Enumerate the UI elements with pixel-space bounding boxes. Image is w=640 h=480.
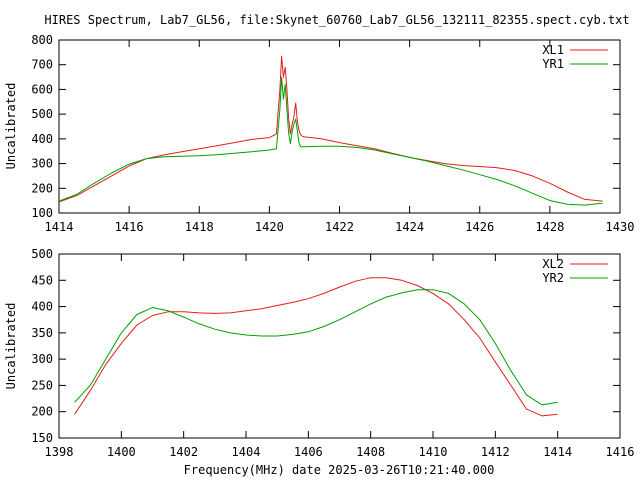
x-tick-label: 1430: [606, 220, 635, 234]
legend-label-yr2: YR2: [542, 271, 564, 285]
y-axis-ticks-top: 100 200 300 400 500 600 700 800: [31, 33, 620, 220]
x-tick-label: 1404: [232, 445, 261, 459]
series-line-yr1: [58, 76, 603, 206]
x-tick-label: 1402: [169, 445, 198, 459]
x-tick-label: 1400: [107, 445, 136, 459]
y-tick-label: 200: [31, 405, 53, 419]
x-tick-label: 1406: [294, 445, 323, 459]
x-tick-label: 1416: [115, 220, 144, 234]
series-line-yr2: [74, 289, 558, 406]
y-tick-label: 400: [31, 132, 53, 146]
panel-top: 100 200 300 400 500 600 700 800 1414 1416 1418 142…: [4, 33, 634, 234]
y-axis-ticks-bottom: 150 200 250 300 350 400 450 500: [31, 247, 620, 445]
x-tick-label: 1424: [395, 220, 424, 234]
panel-bottom: 150 200 250 300 350 400 450 500 1398 1400 1402 140…: [4, 247, 634, 477]
x-tick-label: 1412: [481, 445, 510, 459]
legend-label-xl2: XL2: [542, 257, 564, 271]
x-tick-label: 1418: [185, 220, 214, 234]
y-tick-label: 300: [31, 352, 53, 366]
y-tick-label: 450: [31, 273, 53, 287]
y-tick-label: 100: [31, 206, 53, 220]
series-line-xl1: [58, 55, 603, 203]
x-tick-label: 1410: [419, 445, 448, 459]
x-tick-label: 1398: [45, 445, 74, 459]
y-axis-label-bottom: Uncalibrated: [4, 303, 18, 390]
x-axis-ticks-bottom: 1398 1400 1402 1404 1406 1408 1410 1412 1414 1416: [45, 254, 635, 459]
y-tick-label: 700: [31, 58, 53, 72]
x-tick-label: 1426: [465, 220, 494, 234]
series-group-top: [58, 55, 603, 206]
y-tick-label: 250: [31, 378, 53, 392]
y-axis-label-top: Uncalibrated: [4, 83, 18, 170]
y-tick-label: 500: [31, 247, 53, 261]
x-tick-label: 1428: [535, 220, 564, 234]
plot-frame-top: [58, 39, 621, 214]
y-tick-label: 150: [31, 431, 53, 445]
chart-title: HIRES Spectrum, Lab7_GL56, file:Skynet_6…: [44, 13, 629, 27]
x-axis-label-bottom: Frequency(MHz) date 2025-03-26T10:21:40.…: [184, 463, 495, 477]
x-tick-label: 1408: [356, 445, 385, 459]
plot-frame-bottom: [58, 253, 621, 439]
y-tick-label: 300: [31, 157, 53, 171]
x-tick-label: 1414: [543, 445, 572, 459]
y-tick-label: 600: [31, 82, 53, 96]
x-axis-ticks-top: 1414 1416 1418 1420 1422 1424 1426 1428 1430: [45, 40, 635, 234]
x-tick-label: 1416: [606, 445, 635, 459]
legend-label-xl1: XL1: [542, 43, 564, 57]
legend-label-yr1: YR1: [542, 57, 564, 71]
y-tick-label: 800: [31, 33, 53, 47]
series-group-bottom: [74, 277, 558, 417]
x-tick-label: 1414: [45, 220, 74, 234]
y-tick-label: 200: [31, 181, 53, 195]
y-tick-label: 500: [31, 107, 53, 121]
x-tick-label: 1422: [325, 220, 354, 234]
y-tick-label: 400: [31, 300, 53, 314]
x-tick-label: 1420: [255, 220, 284, 234]
series-line-xl2: [74, 277, 558, 417]
y-tick-label: 350: [31, 326, 53, 340]
